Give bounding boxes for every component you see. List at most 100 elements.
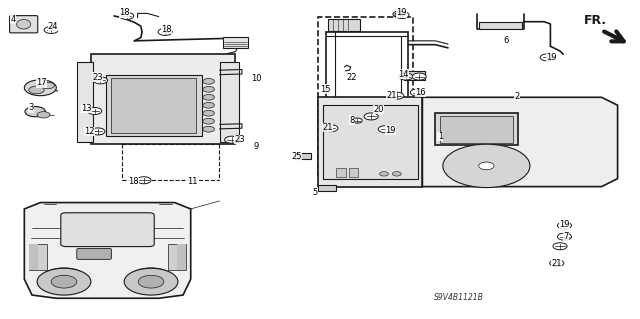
Circle shape <box>88 108 102 115</box>
Circle shape <box>550 260 564 267</box>
Text: 13: 13 <box>81 104 92 113</box>
Text: 12: 12 <box>84 127 95 136</box>
Text: 4: 4 <box>10 15 15 24</box>
Circle shape <box>390 92 404 99</box>
Text: 23: 23 <box>92 73 102 82</box>
FancyBboxPatch shape <box>29 244 47 270</box>
Text: 14: 14 <box>398 70 408 78</box>
Text: 11: 11 <box>187 177 197 186</box>
Circle shape <box>203 78 214 84</box>
Text: 18: 18 <box>120 8 130 17</box>
FancyBboxPatch shape <box>168 244 186 270</box>
Circle shape <box>29 86 44 94</box>
Polygon shape <box>24 203 191 298</box>
FancyBboxPatch shape <box>336 168 346 177</box>
FancyBboxPatch shape <box>177 244 186 270</box>
FancyBboxPatch shape <box>223 37 248 48</box>
FancyBboxPatch shape <box>91 54 235 144</box>
Circle shape <box>203 102 214 108</box>
Text: 21: 21 <box>323 123 333 132</box>
Circle shape <box>44 26 58 33</box>
Text: 23: 23 <box>235 135 245 144</box>
Circle shape <box>364 113 378 120</box>
Circle shape <box>203 110 214 116</box>
Circle shape <box>412 73 426 80</box>
Text: 15: 15 <box>320 85 330 94</box>
Circle shape <box>25 107 45 117</box>
Text: 5: 5 <box>312 188 317 197</box>
Circle shape <box>410 89 424 96</box>
Circle shape <box>91 128 105 135</box>
FancyBboxPatch shape <box>61 213 154 247</box>
Text: 18: 18 <box>128 177 138 186</box>
Circle shape <box>557 222 572 229</box>
FancyBboxPatch shape <box>440 116 513 143</box>
Text: S9V4B1121B: S9V4B1121B <box>434 293 484 302</box>
Text: 20: 20 <box>374 105 384 114</box>
Circle shape <box>399 73 413 80</box>
Circle shape <box>51 275 77 288</box>
Text: 21: 21 <box>552 259 562 268</box>
Circle shape <box>225 136 239 143</box>
Circle shape <box>93 77 108 84</box>
FancyBboxPatch shape <box>77 249 111 259</box>
Text: 16: 16 <box>415 88 426 97</box>
Ellipse shape <box>17 19 31 29</box>
Circle shape <box>158 28 172 35</box>
Circle shape <box>138 275 164 288</box>
FancyBboxPatch shape <box>29 244 38 270</box>
Circle shape <box>24 80 56 96</box>
Text: 3: 3 <box>28 103 33 112</box>
Circle shape <box>324 125 338 132</box>
Circle shape <box>380 172 388 176</box>
Circle shape <box>557 233 572 240</box>
Polygon shape <box>318 97 422 187</box>
Circle shape <box>393 11 407 18</box>
Circle shape <box>37 112 50 118</box>
FancyBboxPatch shape <box>106 75 202 136</box>
Text: 21: 21 <box>387 91 397 100</box>
Circle shape <box>392 172 401 176</box>
Circle shape <box>203 86 214 92</box>
Circle shape <box>553 243 567 250</box>
Circle shape <box>203 94 214 100</box>
FancyBboxPatch shape <box>318 185 336 191</box>
Circle shape <box>42 82 54 89</box>
Circle shape <box>346 115 369 126</box>
Text: 1: 1 <box>438 132 443 141</box>
FancyBboxPatch shape <box>328 19 360 31</box>
Text: 19: 19 <box>559 220 570 229</box>
FancyBboxPatch shape <box>435 113 518 145</box>
Circle shape <box>37 268 91 295</box>
FancyBboxPatch shape <box>77 62 93 142</box>
Text: 25: 25 <box>291 152 301 161</box>
Text: 7: 7 <box>563 232 568 241</box>
Text: 19: 19 <box>396 8 406 17</box>
Circle shape <box>124 268 178 295</box>
Text: 22: 22 <box>347 73 357 82</box>
Circle shape <box>540 54 554 61</box>
Circle shape <box>203 118 214 124</box>
Text: 19: 19 <box>385 126 396 135</box>
Circle shape <box>120 12 134 19</box>
FancyBboxPatch shape <box>323 105 418 179</box>
Circle shape <box>137 177 151 184</box>
FancyBboxPatch shape <box>404 71 425 80</box>
Polygon shape <box>422 97 618 187</box>
FancyBboxPatch shape <box>111 78 196 133</box>
Text: FR.: FR. <box>584 14 607 27</box>
Circle shape <box>352 118 362 123</box>
FancyBboxPatch shape <box>295 153 311 159</box>
Circle shape <box>203 126 214 132</box>
Text: 8: 8 <box>349 116 355 125</box>
Text: 17: 17 <box>36 78 47 87</box>
Circle shape <box>395 11 409 19</box>
Text: 2: 2 <box>515 92 520 101</box>
Text: 24: 24 <box>48 22 58 31</box>
Circle shape <box>443 144 530 188</box>
FancyBboxPatch shape <box>220 62 239 142</box>
Text: 9: 9 <box>253 142 259 151</box>
Text: 6: 6 <box>503 36 508 45</box>
Text: 10: 10 <box>251 74 261 83</box>
FancyBboxPatch shape <box>349 168 358 177</box>
